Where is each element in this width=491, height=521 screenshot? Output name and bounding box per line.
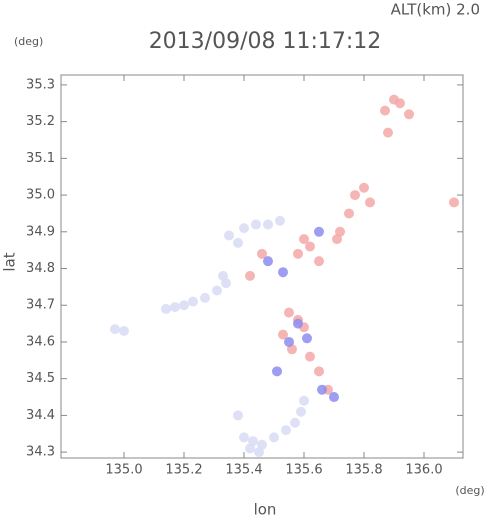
data-point <box>299 395 309 406</box>
data-point <box>284 307 294 318</box>
data-point <box>332 234 342 245</box>
data-point <box>200 292 210 303</box>
data-point <box>293 248 303 259</box>
data-point <box>170 302 180 313</box>
x-tick-label: 136.0 <box>405 463 442 478</box>
data-point <box>290 417 300 428</box>
y-tick-label: 34.5 <box>26 371 55 386</box>
data-point <box>359 182 369 193</box>
data-point <box>314 226 324 237</box>
data-point <box>110 324 120 335</box>
x-unit: (deg) <box>455 484 484 497</box>
y-tick-label: 34.9 <box>26 224 55 239</box>
y-tick-label: 35.1 <box>26 151 55 166</box>
x-tick-label: 135.6 <box>285 463 322 478</box>
data-point <box>263 219 273 230</box>
data-point <box>239 432 249 443</box>
data-point <box>302 333 312 344</box>
data-point <box>395 98 405 109</box>
x-tick-label: 135.2 <box>165 463 202 478</box>
y-tick-label: 34.4 <box>26 408 55 423</box>
data-point <box>293 318 303 329</box>
chart-title: 2013/09/08 11:17:12 <box>149 29 382 54</box>
x-axis-label: lon <box>254 501 277 519</box>
data-point <box>233 237 243 248</box>
data-point <box>284 336 294 347</box>
data-point <box>296 406 306 417</box>
data-point <box>317 384 327 395</box>
data-point <box>263 256 273 267</box>
y-unit: (deg) <box>14 35 43 48</box>
data-point <box>251 219 261 230</box>
chart-subtitle: ALT(km) 2.0 <box>391 1 480 19</box>
data-point <box>365 197 375 208</box>
data-point <box>350 190 360 201</box>
data-point <box>449 197 459 208</box>
y-tick-label: 34.3 <box>26 445 55 460</box>
data-point <box>245 443 255 454</box>
y-tick-label: 35.0 <box>26 188 55 203</box>
data-point <box>314 256 324 267</box>
plot-frame <box>60 74 464 459</box>
data-point <box>257 248 267 259</box>
y-tick-label: 34.7 <box>26 298 55 313</box>
data-point <box>344 208 354 219</box>
data-point <box>161 303 171 314</box>
data-point <box>188 296 198 307</box>
data-point <box>269 432 279 443</box>
data-point <box>380 105 390 116</box>
x-tick-label: 135.8 <box>345 463 382 478</box>
data-point <box>218 270 228 281</box>
data-point <box>272 366 282 377</box>
data-point <box>278 329 288 340</box>
data-point <box>275 215 285 226</box>
data-point <box>245 270 255 281</box>
data-point <box>305 351 315 362</box>
data-point <box>224 230 234 241</box>
data-point <box>281 425 291 436</box>
data-point <box>329 392 339 403</box>
y-tick-label: 34.8 <box>26 261 55 276</box>
x-tick-label: 135.4 <box>225 463 262 478</box>
data-point <box>212 285 222 296</box>
data-point <box>239 223 249 234</box>
y-tick-label: 35.3 <box>26 77 55 92</box>
y-tick-label: 35.2 <box>26 114 55 129</box>
y-tick-label: 34.6 <box>26 334 55 349</box>
data-point <box>233 410 243 421</box>
data-point <box>383 127 393 138</box>
y-axis-label: lat <box>1 252 19 271</box>
data-point <box>314 366 324 377</box>
data-point <box>299 234 309 245</box>
data-point <box>278 267 288 278</box>
x-tick-label: 135.0 <box>105 463 142 478</box>
data-point <box>404 109 414 120</box>
data-point <box>254 447 264 458</box>
data-point <box>305 241 315 252</box>
data-point <box>119 325 129 336</box>
data-point <box>179 300 189 311</box>
